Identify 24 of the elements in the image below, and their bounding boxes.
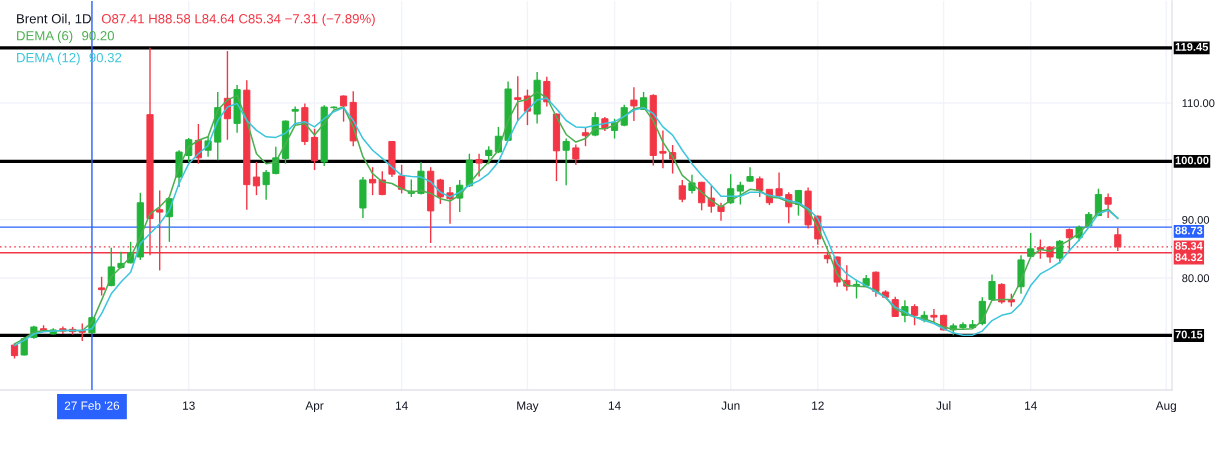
text: DEMA (12) [17,52,80,65]
text: Brent Oil, 1D [17,13,91,25]
x-tick-label: 27 Feb '26 [64,401,120,410]
y-tick-label: 110.00 [1182,99,1215,108]
text: DEMA (6) [17,30,73,43]
ref-line-label: 100.00 [1175,156,1209,165]
ref-line-label: 84.32 [1175,253,1203,262]
x-tick-label: May [517,401,539,413]
x-tick-label: 12 [812,401,824,410]
ref-line-label: 88.73 [1175,226,1203,235]
text: O87.41 H88.58 L84.64 C85.34 −7.31 (−7.89%) [101,13,375,26]
y-tick-label: 80.00 [1182,274,1210,283]
x-tick-label: 13 [183,401,195,410]
ref-line-label: 85.34 [1175,241,1203,250]
x-tick-label: 14 [1025,401,1037,410]
x-tick-label: Jun [721,401,740,410]
x-tick-label: Aug [1155,401,1176,413]
x-tick-label: Apr [305,401,324,413]
ref-line-label: 70.15 [1175,330,1203,339]
x-tick-label: Jul [936,401,951,410]
ref-line-label: 119.45 [1175,42,1209,51]
y-tick-label: 90.00 [1182,215,1210,224]
x-tick-label: 14 [395,401,408,410]
x-tick-label: 14 [608,401,621,410]
